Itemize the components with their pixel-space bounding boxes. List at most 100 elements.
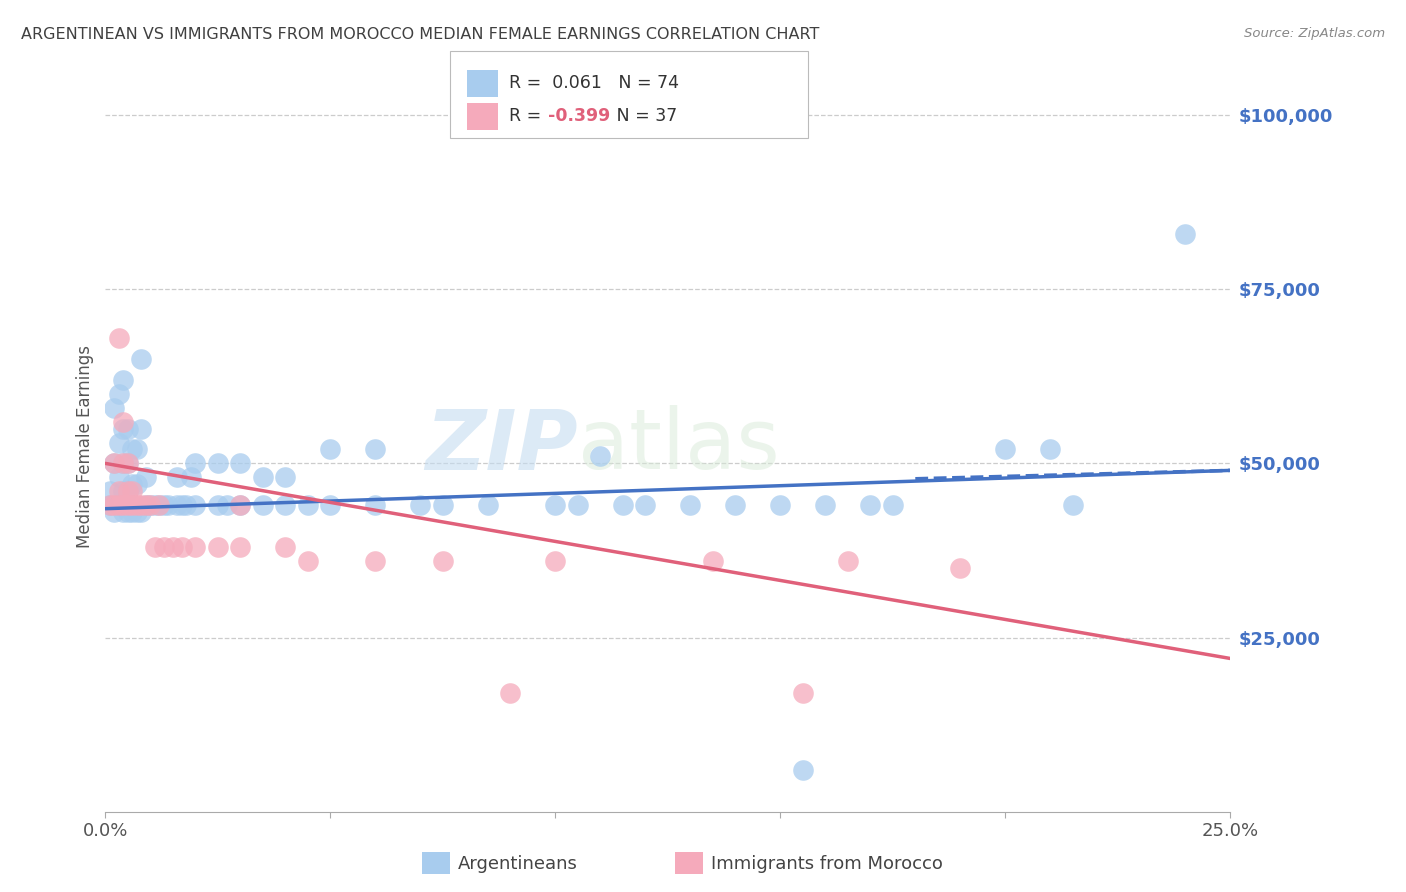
Point: [135, 470, 157, 484]
Text: Immigrants from Morocco: Immigrants from Morocco: [711, 855, 943, 873]
Point: [215, 498, 238, 512]
Text: Source: ZipAtlas.com: Source: ZipAtlas.com: [1244, 27, 1385, 40]
Point: [544, 498, 567, 512]
Point: [170, 498, 193, 512]
Text: -0.399: -0.399: [548, 107, 610, 125]
Point: [207, 498, 229, 512]
Point: [108, 484, 131, 499]
Point: [297, 498, 319, 512]
Point: [153, 498, 176, 512]
Text: ZIP: ZIP: [425, 406, 578, 486]
Point: [125, 442, 148, 457]
Point: [112, 415, 135, 429]
Point: [274, 498, 297, 512]
Text: ARGENTINEAN VS IMMIGRANTS FROM MOROCCO MEDIAN FEMALE EARNINGS CORRELATION CHART: ARGENTINEAN VS IMMIGRANTS FROM MOROCCO M…: [21, 27, 820, 42]
Point: [131, 421, 153, 435]
Point: [112, 421, 135, 435]
Point: [121, 505, 143, 519]
Point: [148, 498, 170, 512]
Point: [108, 435, 131, 450]
Point: [184, 498, 207, 512]
Point: [409, 498, 432, 512]
Point: [103, 498, 125, 512]
Point: [153, 540, 176, 554]
Point: [121, 498, 143, 512]
Point: [112, 457, 135, 471]
Point: [108, 470, 131, 484]
Point: [792, 763, 814, 777]
Point: [108, 498, 131, 512]
Point: [477, 498, 499, 512]
Point: [108, 498, 131, 512]
Point: [108, 331, 131, 345]
Point: [143, 498, 166, 512]
Point: [131, 505, 153, 519]
Point: [103, 505, 125, 519]
Point: [184, 540, 207, 554]
Point: [117, 457, 139, 471]
Point: [135, 498, 157, 512]
Point: [148, 498, 170, 512]
Point: [125, 498, 148, 512]
Point: [544, 554, 567, 568]
Point: [170, 540, 193, 554]
Point: [180, 470, 202, 484]
Point: [108, 386, 131, 401]
Point: [98, 498, 121, 512]
Point: [117, 505, 139, 519]
Point: [121, 442, 143, 457]
Point: [166, 470, 188, 484]
Point: [634, 498, 657, 512]
Point: [112, 498, 135, 512]
Point: [117, 484, 139, 499]
Text: N = 37: N = 37: [600, 107, 678, 125]
Point: [117, 498, 139, 512]
Point: [157, 498, 180, 512]
Point: [131, 498, 153, 512]
Point: [139, 498, 162, 512]
Point: [252, 470, 274, 484]
Point: [274, 540, 297, 554]
Point: [166, 498, 188, 512]
Point: [319, 442, 342, 457]
Text: atlas: atlas: [578, 406, 779, 486]
Point: [567, 498, 589, 512]
Text: Argentineans: Argentineans: [458, 855, 578, 873]
Point: [125, 505, 148, 519]
Point: [103, 401, 125, 415]
Text: R =: R =: [509, 107, 547, 125]
Point: [229, 457, 252, 471]
Point: [135, 498, 157, 512]
Point: [98, 498, 121, 512]
Point: [121, 484, 143, 499]
Point: [274, 470, 297, 484]
Point: [207, 540, 229, 554]
Point: [176, 498, 198, 512]
Point: [792, 686, 814, 700]
Point: [252, 498, 274, 512]
Point: [364, 442, 387, 457]
Point: [859, 498, 882, 512]
Point: [143, 540, 166, 554]
Point: [612, 498, 634, 512]
Point: [499, 686, 522, 700]
Point: [121, 477, 143, 491]
Point: [112, 457, 135, 471]
Y-axis label: Median Female Earnings: Median Female Earnings: [76, 344, 94, 548]
Point: [679, 498, 702, 512]
Point: [139, 498, 162, 512]
Point: [994, 442, 1017, 457]
Point: [949, 561, 972, 575]
Point: [162, 540, 184, 554]
Point: [297, 554, 319, 568]
Point: [98, 484, 121, 499]
Point: [229, 498, 252, 512]
Point: [117, 421, 139, 435]
Point: [207, 457, 229, 471]
Point: [1039, 442, 1062, 457]
Point: [724, 498, 747, 512]
Point: [364, 498, 387, 512]
Point: [125, 477, 148, 491]
Point: [117, 457, 139, 471]
Point: [432, 498, 454, 512]
